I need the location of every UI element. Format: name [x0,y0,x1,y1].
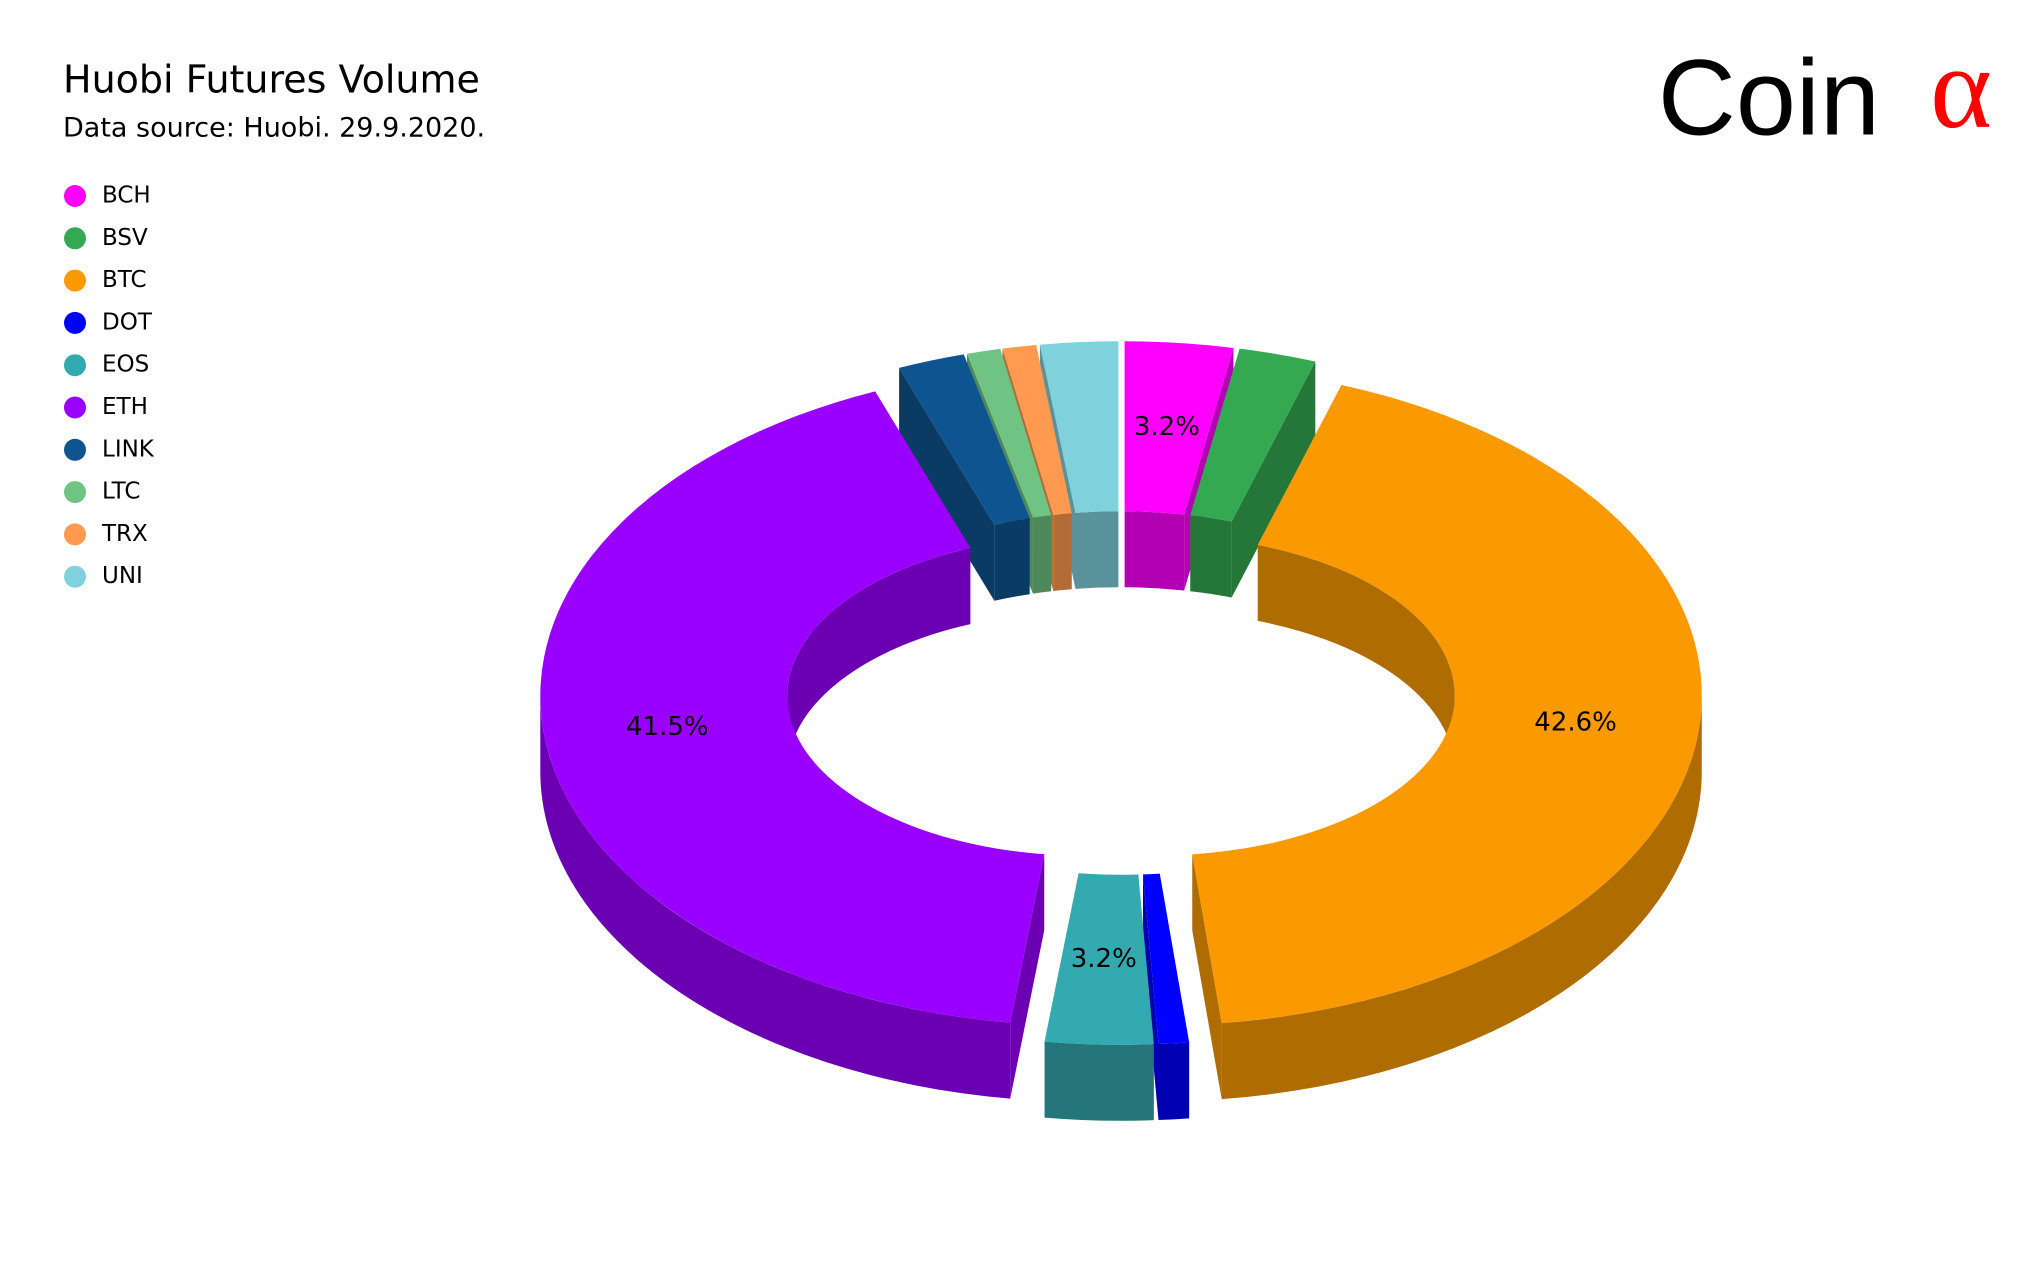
slice-labels: 3.2% 42.6% 3.2% 41.5% [626,412,1617,974]
legend-marker [64,523,86,546]
slice-side [1231,361,1316,598]
slice-tops [540,341,1702,1045]
slice-side [787,548,971,772]
slice [1142,873,1190,1045]
value-label: 3.2% [1071,944,1137,974]
legend-marker [64,269,86,292]
slice-side [1221,695,1702,1100]
chart-title: Huobi Futures Volume [63,58,480,102]
slice [967,348,1052,518]
legend-marker [64,565,86,588]
slice-side [1032,515,1052,594]
legend-label: BSV [102,225,148,251]
legend-marker [64,227,86,250]
slice-side [1010,854,1045,1099]
slice [540,391,1045,1023]
legend-marker [64,396,86,419]
slice [899,354,1030,525]
value-label: 3.2% [1134,412,1200,442]
legend-label: LTC [102,479,140,505]
legend-label: ETH [102,394,148,420]
legend-label: BCH [102,183,151,209]
logo-text: Coin [1658,37,1880,158]
slice [1039,341,1119,513]
slice [1044,873,1154,1045]
slice [1002,344,1072,515]
legend-label: DOT [102,309,153,335]
slice-side [1124,511,1185,591]
legend-label: UNI [102,563,143,589]
slice-side [1142,874,1159,1121]
legend-marker [64,438,86,461]
slice-side [1257,544,1455,772]
legend-marker [64,311,86,334]
slice-side [994,518,1030,601]
legend-marker [64,481,86,504]
slice-side [1192,854,1222,1100]
legend-label: EOS [102,352,149,378]
slice [1192,384,1702,1024]
slice-side [1044,1041,1154,1121]
legend-label: BTC [102,267,147,293]
slice [1124,341,1234,515]
slice-side [540,695,1011,1099]
legend-label: TRX [101,521,148,547]
slice-side [1158,1042,1190,1121]
legend-marker [64,185,86,207]
legend-marker [64,354,86,377]
legend-label: LINK [102,436,155,462]
slice-side [899,367,995,601]
value-label: 42.6% [1534,708,1617,738]
slice-side [1075,511,1119,589]
logo-symbol: α [1930,22,1992,153]
slice-side [1190,515,1232,598]
value-label: 41.5% [626,712,709,742]
slice-side [1053,513,1072,591]
slice [1190,348,1316,522]
chart-subtitle: Data source: Huobi. 29.9.2020. [63,113,485,144]
